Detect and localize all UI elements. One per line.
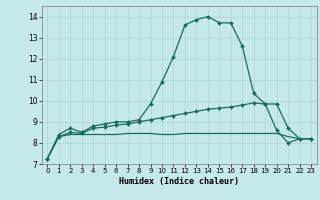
X-axis label: Humidex (Indice chaleur): Humidex (Indice chaleur) (119, 177, 239, 186)
